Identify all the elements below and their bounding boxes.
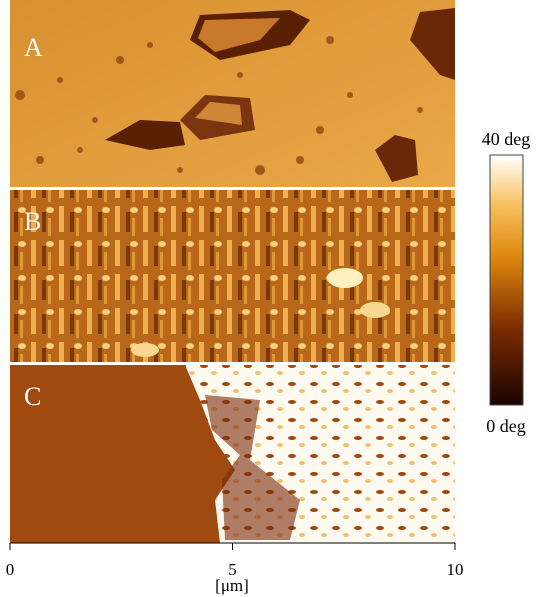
grain [131, 343, 159, 357]
grain [327, 268, 363, 288]
panel-b: B [10, 190, 455, 362]
colorbar-top-label: 40 deg [482, 129, 531, 149]
panel-label: A [24, 33, 43, 62]
x-tick-label: 10 [447, 560, 464, 579]
panel-c: C [10, 365, 455, 543]
colorbar-scale [490, 155, 523, 405]
colorbar-bottom-label: 0 deg [486, 416, 526, 436]
colorbar: 40 deg 0 deg [482, 129, 531, 436]
x-tick-label: 5 [228, 560, 237, 579]
grain [360, 302, 390, 318]
panel-b-image [10, 190, 455, 362]
panel-label: B [24, 207, 41, 236]
panel-a: A [10, 0, 455, 187]
panel-label: C [24, 382, 41, 411]
x-tick-label: 0 [6, 560, 15, 579]
figure: A B C 40 deg 0 deg [μm] 0510 [0, 0, 556, 597]
